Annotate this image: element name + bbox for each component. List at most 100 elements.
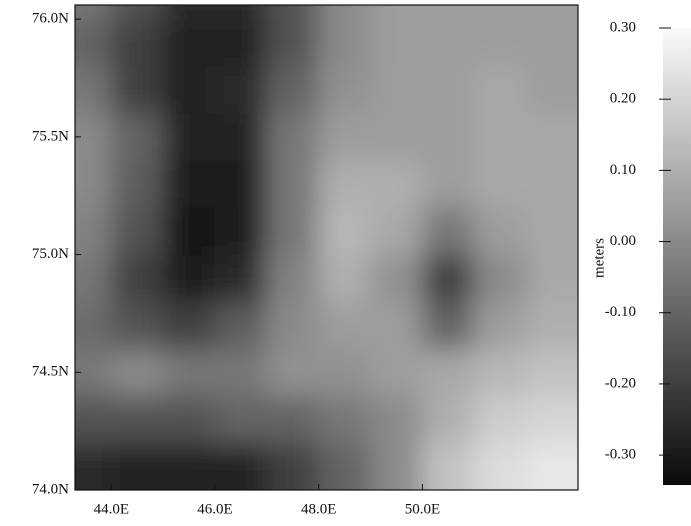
heat-cell bbox=[370, 65, 423, 114]
heat-cell bbox=[75, 112, 112, 161]
heat-cell bbox=[473, 442, 527, 490]
heat-cell bbox=[75, 348, 112, 397]
heat-cell bbox=[214, 65, 268, 114]
heat-cell bbox=[525, 206, 578, 256]
heat-cell bbox=[421, 112, 475, 161]
heat-cell bbox=[473, 159, 527, 208]
heat-cell bbox=[162, 5, 216, 20]
heat-cell bbox=[421, 206, 475, 256]
heat-cell bbox=[421, 18, 475, 67]
heat-cell bbox=[318, 65, 372, 114]
heat-cell bbox=[473, 206, 527, 256]
heat-cell bbox=[75, 65, 112, 114]
heat-cell bbox=[214, 301, 268, 350]
x-tick-label: 48.0E bbox=[301, 501, 336, 517]
map-area bbox=[75, 5, 578, 490]
heat-cell bbox=[75, 254, 112, 303]
heat-cell bbox=[266, 206, 320, 256]
heat-cell bbox=[421, 395, 475, 444]
heat-cell bbox=[266, 65, 320, 114]
heat-cell bbox=[75, 442, 112, 490]
colorbar bbox=[663, 28, 691, 485]
heat-cell bbox=[162, 395, 216, 444]
heat-cell bbox=[318, 348, 372, 397]
heat-cell bbox=[473, 65, 527, 114]
heat-cell bbox=[75, 206, 112, 256]
x-tick-label: 44.0E bbox=[94, 501, 129, 517]
y-tick-label: 74.0N bbox=[32, 481, 69, 497]
colorbar-tick-label: 0.00 bbox=[610, 233, 636, 249]
heat-cell bbox=[318, 395, 372, 444]
heat-cell bbox=[162, 112, 216, 161]
heat-cell bbox=[266, 18, 320, 67]
heat-cell bbox=[525, 301, 578, 350]
heat-cell bbox=[318, 301, 372, 350]
plot-frame bbox=[74, 4, 579, 491]
heat-cell bbox=[525, 348, 578, 397]
heat-cell bbox=[318, 5, 372, 20]
heat-cell bbox=[370, 159, 423, 208]
heat-cell bbox=[110, 5, 164, 20]
heat-cell bbox=[266, 159, 320, 208]
heat-cell bbox=[162, 159, 216, 208]
heat-cell bbox=[162, 18, 216, 67]
heat-cell bbox=[110, 65, 164, 114]
heat-cell bbox=[473, 18, 527, 67]
heat-cell bbox=[266, 395, 320, 444]
heat-cell bbox=[421, 442, 475, 490]
heat-cell bbox=[318, 206, 372, 256]
x-tick-label: 46.0E bbox=[197, 501, 232, 517]
heat-cell bbox=[473, 5, 527, 20]
heat-cell bbox=[266, 301, 320, 350]
heat-cell bbox=[370, 18, 423, 67]
colorbar-tick-label: 0.20 bbox=[610, 91, 636, 107]
heat-cell bbox=[266, 442, 320, 490]
heat-cell bbox=[214, 206, 268, 256]
heat-cell bbox=[75, 301, 112, 350]
heat-cell bbox=[421, 348, 475, 397]
heat-cell bbox=[110, 442, 164, 490]
heat-cell bbox=[110, 18, 164, 67]
heat-cell bbox=[370, 442, 423, 490]
heat-cell bbox=[214, 348, 268, 397]
x-tick-label: 50.0E bbox=[405, 501, 440, 517]
heat-cell bbox=[318, 254, 372, 303]
heat-cell bbox=[318, 442, 372, 490]
heat-cell bbox=[318, 112, 372, 161]
heat-cell bbox=[318, 159, 372, 208]
heat-cell bbox=[110, 112, 164, 161]
heat-cell bbox=[110, 348, 164, 397]
heat-cell bbox=[214, 395, 268, 444]
heat-cell bbox=[110, 301, 164, 350]
heat-cell bbox=[473, 395, 527, 444]
colorbar-tick-label: 0.10 bbox=[610, 162, 636, 178]
y-tick-label: 75.5N bbox=[32, 128, 69, 144]
heat-cell bbox=[214, 159, 268, 208]
heat-cell bbox=[525, 5, 578, 20]
heat-cell bbox=[75, 18, 112, 67]
heat-cell bbox=[370, 254, 423, 303]
heat-cell bbox=[162, 442, 216, 490]
heat-cell bbox=[370, 5, 423, 20]
heat-cell bbox=[473, 254, 527, 303]
heat-cell bbox=[525, 65, 578, 114]
heat-cell bbox=[421, 254, 475, 303]
heat-cell bbox=[370, 348, 423, 397]
heat-cell bbox=[162, 301, 216, 350]
heat-cell bbox=[266, 254, 320, 303]
heat-cell bbox=[266, 112, 320, 161]
heat-cell bbox=[525, 112, 578, 161]
heat-cell bbox=[110, 395, 164, 444]
heat-cell bbox=[162, 206, 216, 256]
colorbar-label: meters bbox=[591, 238, 607, 278]
y-tick-label: 74.5N bbox=[32, 364, 69, 380]
heat-cell bbox=[421, 5, 475, 20]
heat-cell bbox=[421, 159, 475, 208]
heat-cell bbox=[214, 442, 268, 490]
heat-cell bbox=[525, 395, 578, 444]
heat-cell bbox=[110, 254, 164, 303]
colorbar-tick-label: -0.10 bbox=[605, 304, 636, 320]
heatmap bbox=[75, 5, 578, 490]
heat-cell bbox=[214, 5, 268, 20]
